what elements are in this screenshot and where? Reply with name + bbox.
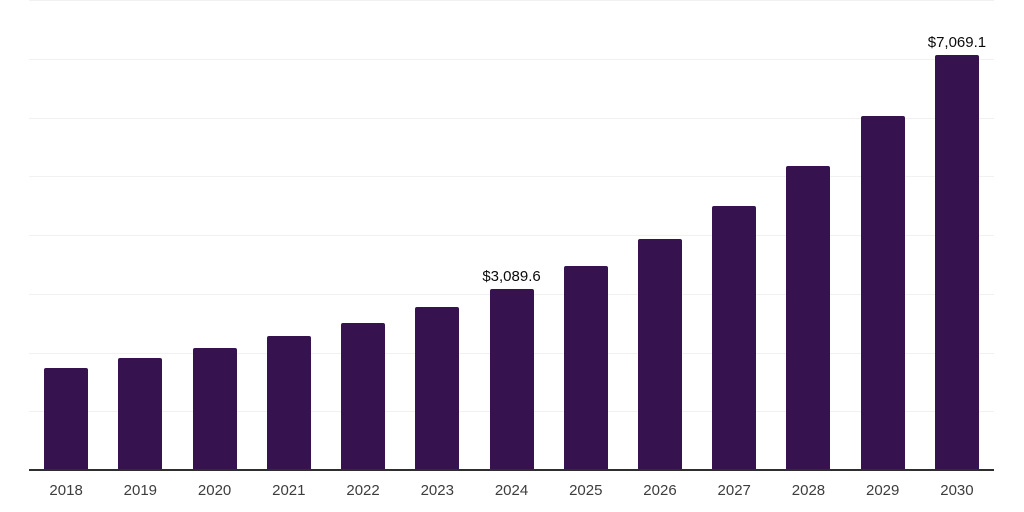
bar-2027 — [712, 206, 757, 470]
bar-slot — [697, 0, 771, 470]
bar-slot — [103, 0, 177, 470]
bar-value-label: $7,069.1 — [927, 33, 987, 51]
bar-slot — [400, 0, 474, 470]
bar-slot — [29, 0, 103, 470]
bar-slot: $3,089.6 — [474, 0, 548, 470]
x-tick-label: 2027 — [717, 482, 751, 499]
x-tick-label: 2018 — [49, 482, 83, 499]
bar-2030: $7,069.1 — [928, 35, 986, 470]
gridline — [29, 59, 994, 60]
gridline — [29, 176, 994, 177]
plot-area: $3,089.6 $7,069.1 — [29, 0, 994, 471]
gridline — [29, 118, 994, 119]
bar-slot — [549, 0, 623, 470]
bar-2024: $3,089.6 — [482, 269, 541, 470]
gridline — [29, 0, 994, 1]
bar-slot: $7,069.1 — [920, 0, 994, 470]
x-tick-label: 2023 — [420, 482, 454, 499]
bar-slot — [252, 0, 326, 470]
bar-2022 — [341, 322, 386, 470]
bar-value-label: $3,089.6 — [482, 267, 541, 285]
x-tick-label: 2028 — [791, 482, 826, 499]
x-tick-label: 2029 — [866, 482, 900, 499]
x-axis-line — [29, 469, 994, 471]
x-tick-label: 2026 — [643, 482, 677, 499]
x-tick-label: 2025 — [569, 482, 603, 499]
gridline — [29, 235, 994, 236]
x-axis-labels: 2018 2019 2020 2021 2022 2023 2024 2025 2026 2027… — [29, 482, 994, 500]
bar-slot — [326, 0, 400, 470]
bar-slot — [846, 0, 920, 470]
bar-slot — [623, 0, 697, 470]
x-tick-label: 2022 — [346, 482, 380, 499]
bar-2025 — [563, 266, 608, 470]
x-tick-label: 2024 — [494, 482, 529, 499]
x-tick-label: 2021 — [272, 482, 306, 499]
bar-slot — [771, 0, 845, 470]
x-tick-label: 2019 — [123, 482, 158, 499]
bar-2018 — [44, 368, 89, 470]
bar-2021 — [266, 336, 311, 470]
bar-2019 — [118, 358, 163, 470]
bar-2029 — [860, 116, 905, 470]
bars-container: $3,089.6 $7,069.1 — [29, 0, 994, 470]
x-tick-label: 2020 — [197, 482, 232, 499]
bar-2028 — [786, 166, 831, 470]
bar-slot — [177, 0, 251, 470]
bar-2023 — [415, 306, 460, 470]
bar-2020 — [192, 348, 237, 470]
x-tick-label: 2030 — [940, 482, 974, 499]
bar-2026 — [637, 239, 682, 470]
